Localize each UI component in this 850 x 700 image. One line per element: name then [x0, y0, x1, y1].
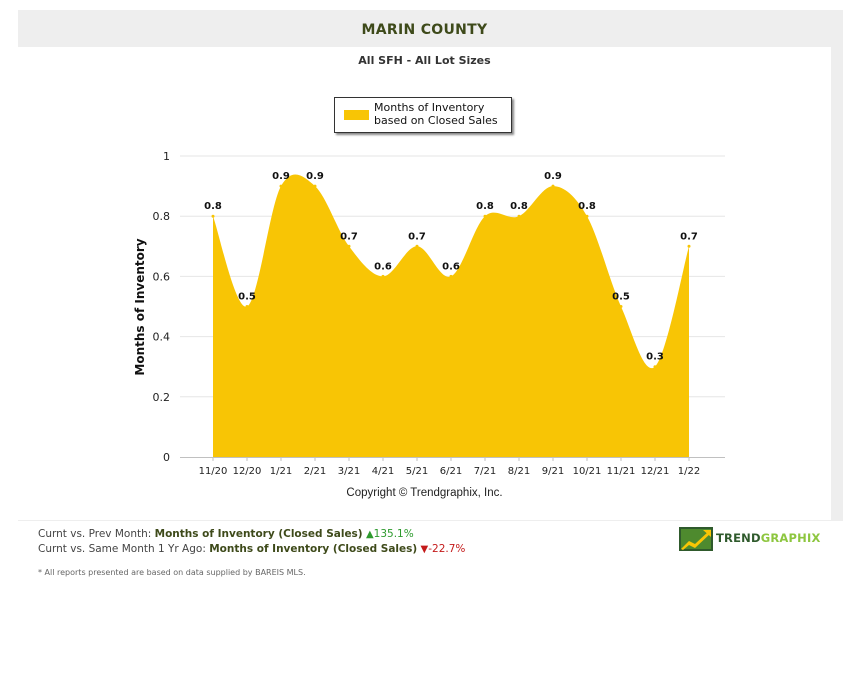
data-point: [381, 274, 385, 278]
data-label: 0.7: [340, 231, 358, 242]
data-label: 0.5: [612, 292, 630, 303]
y-tick-label: 0.8: [153, 210, 171, 223]
data-point: [619, 305, 623, 308]
x-tick-label: 4/21: [372, 466, 394, 477]
stats-row1-change: 135.1%: [373, 528, 414, 540]
brand-name-part1: TREND: [716, 531, 761, 545]
x-tick-label: 11/20: [199, 466, 228, 477]
data-label: 0.8: [476, 201, 494, 212]
data-label: 0.9: [306, 171, 324, 182]
x-tick-label: 7/21: [474, 466, 496, 477]
up-arrow-icon: ▲: [365, 529, 374, 540]
x-tick-label: 12/21: [641, 466, 670, 477]
x-tick-label: 11/21: [607, 466, 636, 477]
chart-legend: Months of Inventory based on Closed Sale…: [334, 97, 512, 133]
y-tick-label: 0.2: [153, 391, 171, 404]
x-tick-label: 1/21: [270, 466, 292, 477]
data-point: [449, 274, 453, 278]
y-tick-label: 1: [163, 150, 170, 163]
data-label: 0.6: [442, 261, 460, 272]
data-label: 0.9: [544, 171, 562, 182]
x-tick-label: 2/21: [304, 466, 326, 477]
stats-row-year-ago: Curnt vs. Same Month 1 Yr Ago: Months of…: [38, 542, 465, 557]
x-tick-label: 3/21: [338, 466, 360, 477]
data-point: [687, 244, 691, 248]
y-axis-label: Months of Inventory: [133, 238, 147, 375]
stats-row1-prefix: Curnt vs. Prev Month:: [38, 528, 152, 540]
x-tick-label: 8/21: [508, 466, 530, 477]
data-point: [551, 184, 555, 188]
stats-row1-metric: Months of Inventory (Closed Sales): [154, 528, 363, 540]
x-tick-label: 10/21: [573, 466, 602, 477]
data-point: [245, 305, 249, 308]
data-label: 0.9: [272, 171, 290, 182]
legend-swatch: [344, 110, 369, 120]
footnote: * All reports presented are based on dat…: [38, 568, 306, 577]
stats-row-prev-month: Curnt vs. Prev Month: Months of Inventor…: [38, 527, 465, 542]
y-tick-label: 0: [163, 451, 170, 464]
data-label: 0.5: [238, 292, 256, 303]
data-label: 0.6: [374, 261, 392, 272]
brand-name-part2: GRAPHIX: [760, 531, 821, 545]
stats-row2-metric: Months of Inventory (Closed Sales): [209, 543, 418, 555]
data-point: [653, 365, 657, 369]
data-point: [313, 184, 317, 188]
x-tick-label: 1/22: [678, 466, 700, 477]
report-subtitle: All SFH - All Lot Sizes: [358, 54, 491, 67]
stats-summary: Curnt vs. Prev Month: Months of Inventor…: [38, 527, 465, 557]
data-label: 0.8: [510, 201, 528, 212]
x-tick-label: 6/21: [440, 466, 462, 477]
stats-row2-prefix: Curnt vs. Same Month 1 Yr Ago:: [38, 543, 206, 555]
stats-row2-change: -22.7%: [428, 543, 466, 555]
data-label: 0.7: [408, 231, 426, 242]
data-point: [279, 184, 283, 188]
data-point: [483, 214, 487, 218]
data-label: 0.8: [204, 201, 222, 212]
series-area: [213, 174, 689, 457]
legend-label: Months of Inventory based on Closed Sale…: [374, 101, 498, 127]
data-label: 0.8: [578, 201, 596, 212]
data-label: 0.3: [646, 352, 664, 363]
trend-chart-logo-icon: [679, 527, 713, 551]
data-point: [211, 214, 215, 218]
x-tick-label: 9/21: [542, 466, 564, 477]
data-label: 0.7: [680, 231, 698, 242]
y-tick-label: 0.4: [153, 331, 171, 344]
report-title: MARIN COUNTY: [361, 22, 488, 38]
data-point: [415, 244, 419, 248]
copyright-text: Copyright © Trendgraphix, Inc.: [346, 487, 503, 499]
x-tick-label: 5/21: [406, 466, 428, 477]
y-tick-label: 0.6: [153, 270, 171, 283]
data-point: [585, 214, 589, 218]
brand-logo: TRENDGRAPHIX: [679, 527, 821, 551]
x-tick-label: 12/20: [233, 466, 262, 477]
down-arrow-icon: ▼: [420, 544, 429, 555]
brand-name: TRENDGRAPHIX: [716, 531, 821, 545]
data-point: [517, 214, 521, 218]
data-point: [347, 244, 351, 248]
